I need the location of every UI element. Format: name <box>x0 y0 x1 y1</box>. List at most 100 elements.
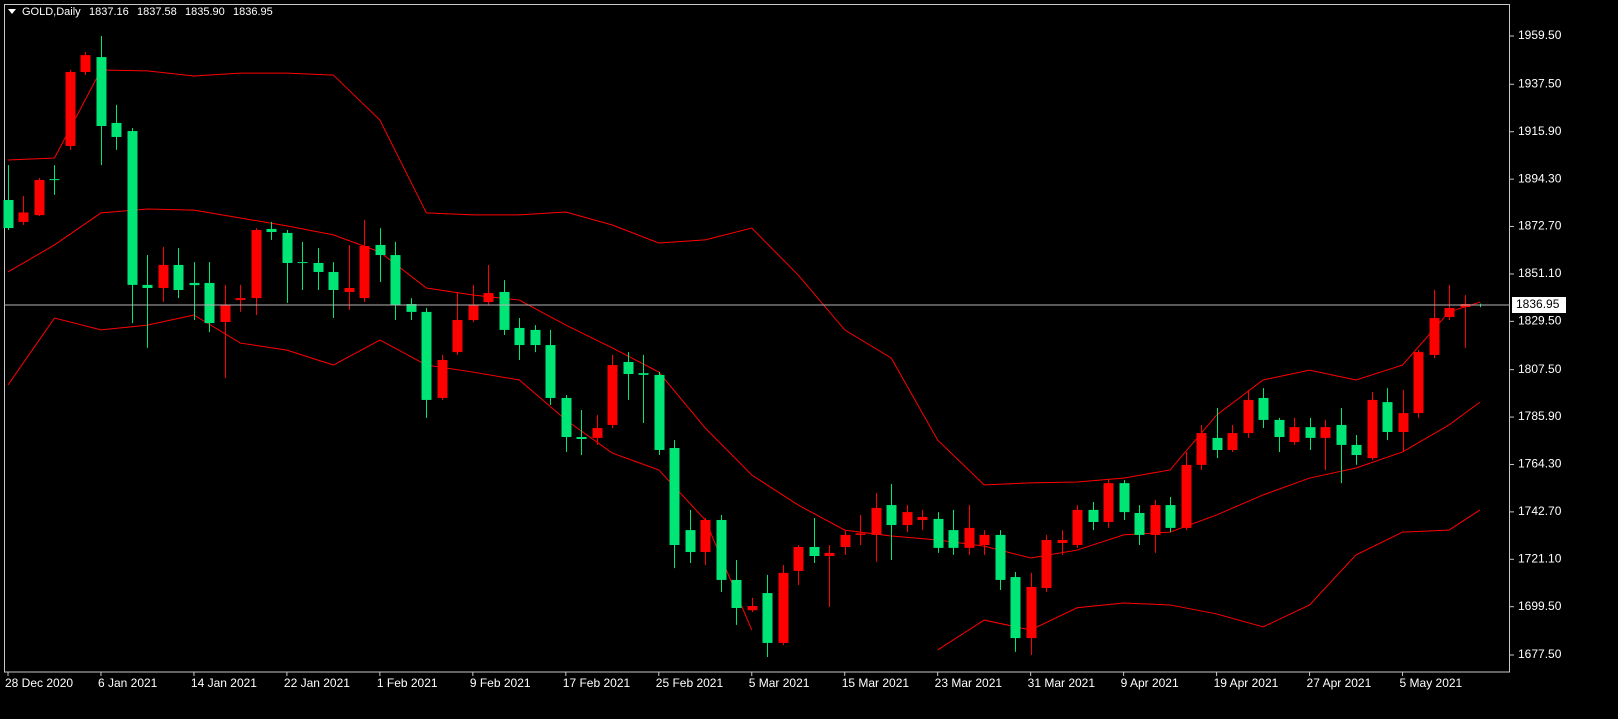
quote-open: 1837.16 <box>89 6 129 18</box>
candle-body <box>483 293 494 303</box>
candle-body <box>1258 397 1269 420</box>
candle-body <box>1444 307 1455 317</box>
candle-body <box>1227 433 1238 450</box>
candle-body <box>669 448 680 546</box>
candle-body <box>716 519 727 580</box>
x-tick-label: 23 Mar 2021 <box>935 676 1003 690</box>
candle-body <box>235 298 246 301</box>
candle-body <box>747 606 758 611</box>
candle-body <box>654 374 665 450</box>
candle-body <box>917 516 928 520</box>
candle-body <box>127 131 138 285</box>
candle-body <box>809 546 820 556</box>
y-tick-label: 1959.50 <box>1518 28 1562 42</box>
candle-body <box>964 527 975 548</box>
candle-body <box>142 284 153 288</box>
x-tick-label: 5 Mar 2021 <box>749 676 810 690</box>
candle-body <box>623 361 634 375</box>
candle-body <box>995 534 1006 580</box>
candle-body <box>1165 505 1176 528</box>
y-tick-label: 1872.70 <box>1518 219 1562 233</box>
candle-body <box>282 232 293 263</box>
candle-body <box>762 593 773 643</box>
plot-frame <box>4 4 1510 673</box>
current-price-label: 1836.95 <box>1516 297 1560 311</box>
candle-body <box>344 287 355 292</box>
x-tick-label: 5 May 2021 <box>1400 676 1463 690</box>
candle-body <box>313 262 324 272</box>
candle-body <box>933 518 944 548</box>
x-tick-label: 22 Jan 2021 <box>284 676 350 690</box>
candle-body <box>499 291 510 330</box>
y-tick-label: 1721.10 <box>1518 551 1562 565</box>
candle-body <box>297 262 308 264</box>
y-tick-label: 1851.10 <box>1518 266 1562 280</box>
candle-body <box>1196 433 1207 465</box>
x-tick-label: 1 Feb 2021 <box>377 676 438 690</box>
y-tick-label: 1937.50 <box>1518 76 1562 90</box>
candle-body <box>1305 427 1316 438</box>
candle-body <box>111 122 122 137</box>
band-line <box>7 314 753 631</box>
candle-body <box>1320 427 1331 438</box>
candle-body <box>1057 539 1068 544</box>
candle-body <box>1103 483 1114 522</box>
candle-body <box>731 579 742 609</box>
candle-body <box>173 264 184 290</box>
candle-body <box>530 329 541 346</box>
candle-body <box>1134 512 1145 535</box>
candle-body <box>1243 399 1254 434</box>
candle-body <box>80 55 91 73</box>
y-tick-label: 1894.30 <box>1518 171 1562 185</box>
candle-body <box>1460 304 1471 308</box>
candle-body <box>96 57 107 126</box>
candle-body <box>468 305 479 321</box>
quote-low: 1835.90 <box>185 6 225 18</box>
x-tick-label: 15 Mar 2021 <box>842 676 910 690</box>
candle-body <box>592 428 603 438</box>
candle-body <box>1041 539 1052 589</box>
candle-body <box>158 264 169 288</box>
chart-title: GOLD,Daily <box>22 6 81 18</box>
x-tick-label: 25 Feb 2021 <box>656 676 724 690</box>
x-tick-label: 17 Feb 2021 <box>563 676 631 690</box>
candle-body <box>1382 402 1393 432</box>
x-tick-label: 27 Apr 2021 <box>1307 676 1372 690</box>
candle-body <box>1212 437 1223 450</box>
candle-body <box>607 365 618 425</box>
candle-body <box>65 72 76 146</box>
candle-body <box>685 530 696 553</box>
candle-body <box>1413 352 1424 414</box>
candle-body <box>1274 419 1285 438</box>
candle-body <box>251 230 262 299</box>
candle-body <box>328 271 339 290</box>
y-tick-label: 1807.50 <box>1518 362 1562 376</box>
candle-body <box>514 327 525 346</box>
candle-body <box>1088 509 1099 522</box>
band-line <box>7 208 1481 559</box>
quote-close: 1836.95 <box>233 6 273 18</box>
y-tick-label: 1764.30 <box>1518 457 1562 471</box>
candle-body <box>390 255 401 306</box>
candle-body <box>266 228 277 233</box>
candle-body <box>902 512 913 526</box>
candle-body <box>700 519 711 553</box>
candle-body <box>1072 509 1083 546</box>
candle-body <box>824 552 835 556</box>
menu-arrow[interactable] <box>8 9 16 14</box>
candle-body <box>204 282 215 324</box>
candle-body <box>1150 505 1161 535</box>
candle-body <box>1119 483 1130 513</box>
band-line <box>7 69 1481 486</box>
y-tick-label: 1785.90 <box>1518 409 1562 423</box>
candle-body <box>561 397 572 438</box>
candle-body <box>452 320 463 353</box>
candle-body <box>34 179 45 216</box>
x-tick-label: 19 Apr 2021 <box>1214 676 1279 690</box>
candles <box>3 36 1486 657</box>
candle-body <box>1367 399 1378 459</box>
candle-body <box>979 534 990 546</box>
